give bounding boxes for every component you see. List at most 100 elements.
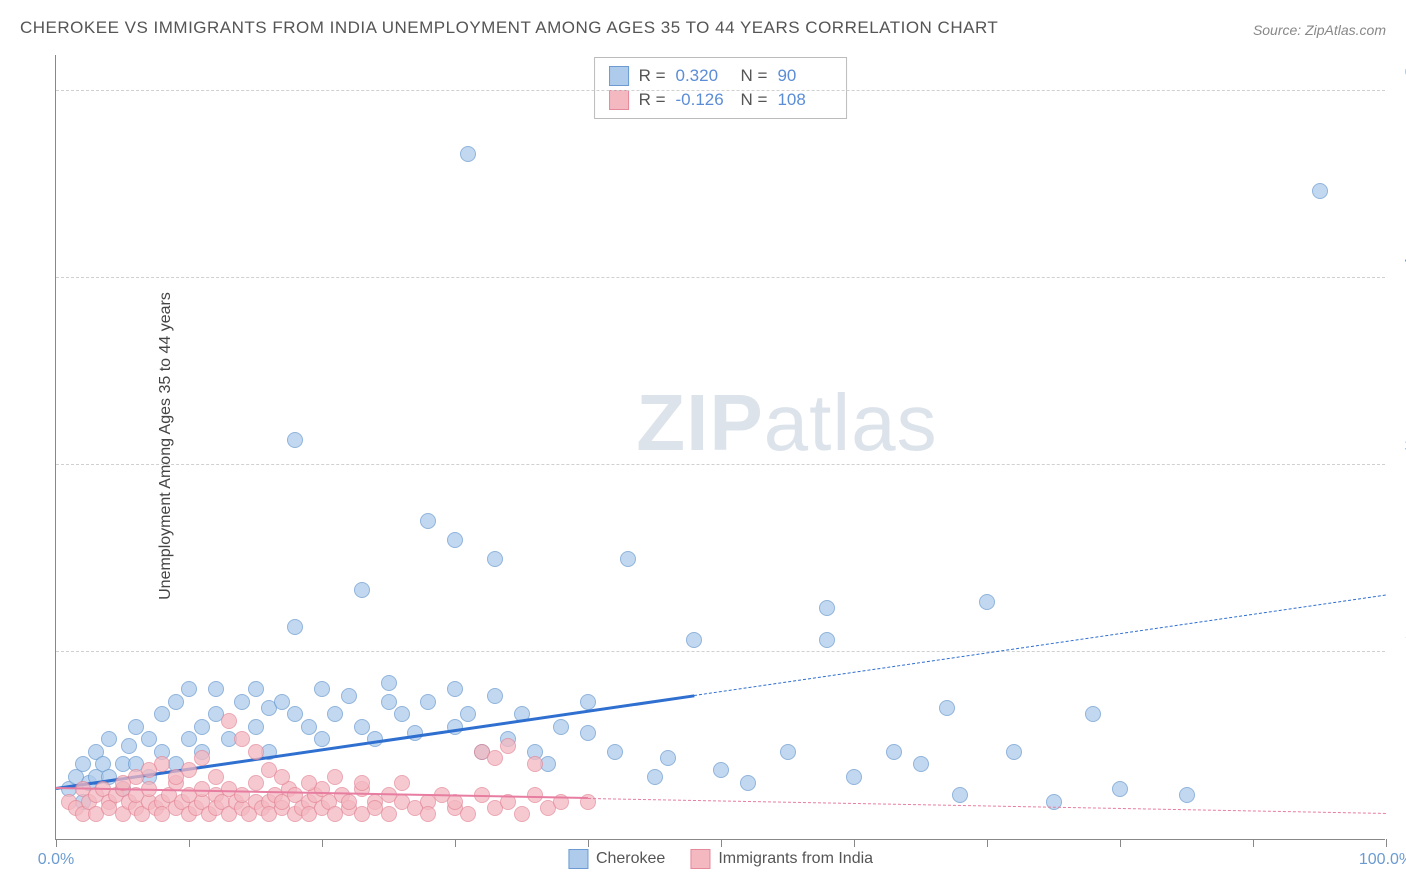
data-point [75,756,91,772]
legend-item: Cherokee [568,849,665,869]
data-point [487,750,503,766]
data-point [939,700,955,716]
data-point [420,513,436,529]
legend-swatch [690,849,710,869]
data-point [141,762,157,778]
x-tick [1253,839,1254,847]
data-point [660,750,676,766]
data-point [341,688,357,704]
data-point [248,719,264,735]
data-point [234,694,250,710]
data-point [234,731,250,747]
data-point [1312,183,1328,199]
data-point [886,744,902,760]
x-tick-label: 100.0% [1359,851,1406,869]
watermark-text: ZIPatlas [636,377,937,469]
x-tick [721,839,722,847]
data-point [460,706,476,722]
data-point [647,769,663,785]
x-tick [588,839,589,847]
data-point [141,731,157,747]
data-point [274,769,290,785]
data-point [913,756,929,772]
x-tick [455,839,456,847]
x-tick [987,839,988,847]
data-point [819,600,835,616]
data-point [500,738,516,754]
data-point [327,706,343,722]
data-point [341,794,357,810]
data-point [121,738,137,754]
data-point [460,806,476,822]
data-point [1112,781,1128,797]
data-point [248,744,264,760]
stat-r-label: R = [639,90,666,110]
data-point [301,719,317,735]
chart-plot-area: ZIPatlas R =0.320N =90R =-0.126N =108 Ch… [55,55,1385,840]
stat-n-label: N = [741,90,768,110]
stat-row: R =0.320N =90 [609,64,833,88]
data-point [713,762,729,778]
legend-label: Immigrants from India [718,850,873,868]
data-point [274,694,290,710]
data-point [394,706,410,722]
data-point [740,775,756,791]
data-point [101,731,117,747]
data-point [221,713,237,729]
data-point [952,787,968,803]
data-point [354,582,370,598]
data-point [447,719,463,735]
data-point [181,681,197,697]
data-point [487,688,503,704]
stat-n-value: 90 [777,66,832,86]
data-point [447,681,463,697]
data-point [607,744,623,760]
data-point [686,632,702,648]
data-point [354,775,370,791]
stat-swatch [609,66,629,86]
trend-line-dashed [694,595,1386,696]
data-point [301,775,317,791]
x-tick [189,839,190,847]
data-point [580,725,596,741]
data-point [514,806,530,822]
data-point [168,769,184,785]
chart-title: CHEROKEE VS IMMIGRANTS FROM INDIA UNEMPL… [20,18,998,38]
data-point [314,681,330,697]
data-point [1085,706,1101,722]
data-point [553,719,569,735]
trend-line-dashed [588,798,1386,814]
data-point [381,806,397,822]
data-point [580,694,596,710]
legend-swatch [568,849,588,869]
data-point [154,706,170,722]
x-tick [322,839,323,847]
data-point [194,750,210,766]
stat-r-value: -0.126 [676,90,731,110]
stat-n-label: N = [741,66,768,86]
data-point [620,551,636,567]
data-point [394,775,410,791]
x-tick [56,839,57,847]
data-point [527,756,543,772]
data-point [208,681,224,697]
data-point [381,675,397,691]
data-point [168,694,184,710]
data-point [447,532,463,548]
stat-r-value: 0.320 [676,66,731,86]
gridline [56,277,1385,278]
stat-swatch [609,90,629,110]
data-point [460,146,476,162]
correlation-stat-box: R =0.320N =90R =-0.126N =108 [594,57,848,119]
data-point [287,619,303,635]
x-tick [854,839,855,847]
data-point [181,731,197,747]
x-tick [1386,839,1387,847]
data-point [194,719,210,735]
data-point [287,432,303,448]
data-point [248,775,264,791]
data-point [420,694,436,710]
gridline [56,651,1385,652]
data-point [287,706,303,722]
data-point [420,806,436,822]
